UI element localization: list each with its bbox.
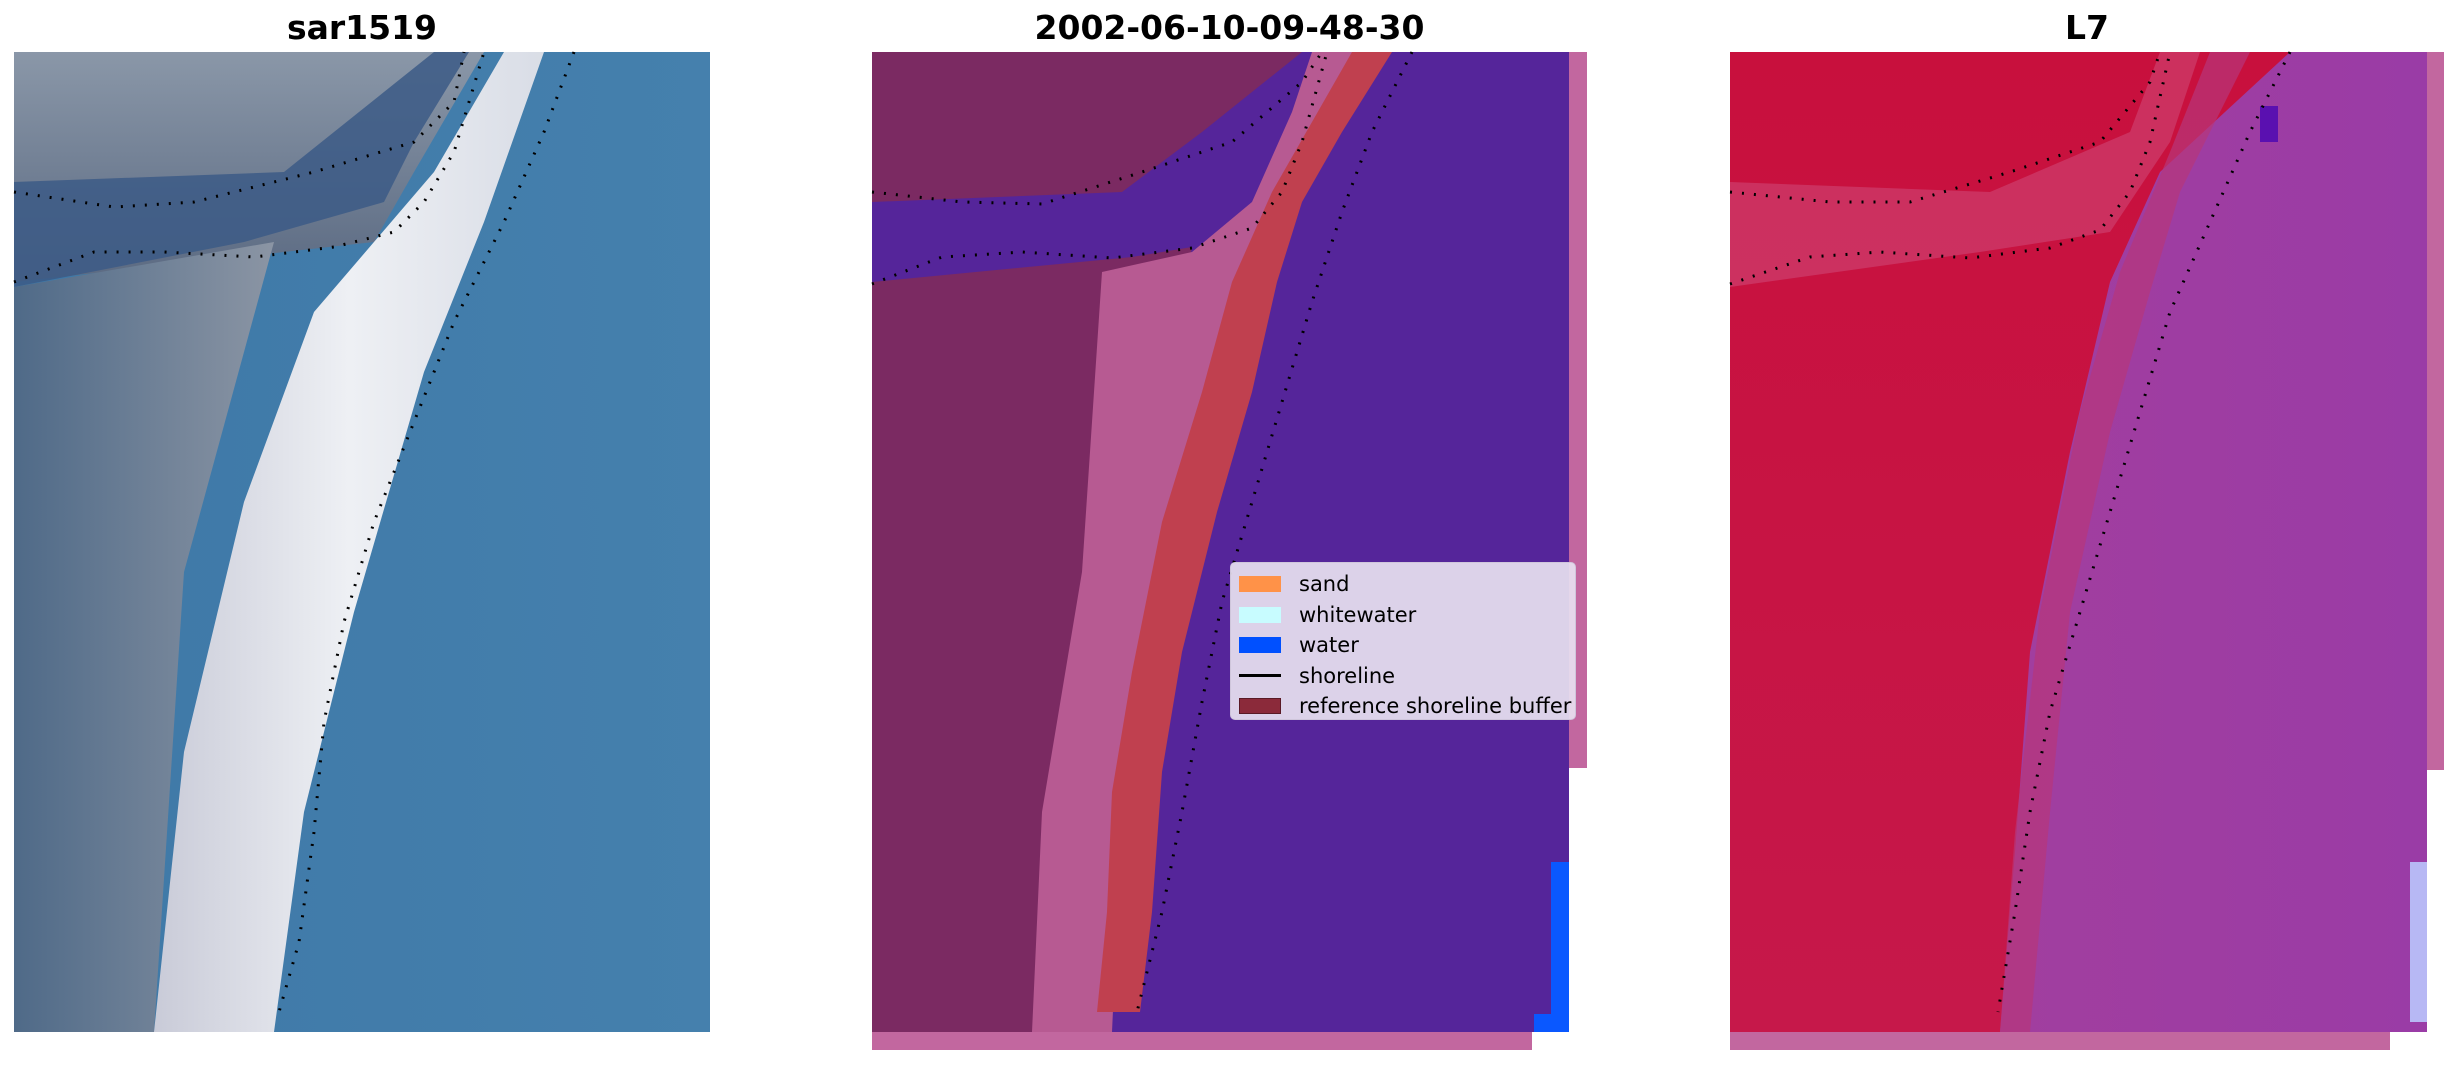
- rgb-image: [13, 51, 710, 1032]
- legend-item-sand: sand: [1239, 569, 1567, 600]
- channel-index-band: [1730, 52, 2200, 287]
- legend-label: water: [1299, 633, 1359, 658]
- legend-label: reference shoreline buffer: [1299, 694, 1572, 719]
- beach-strip: [154, 52, 544, 1032]
- left-panel-title: sar1519: [286, 8, 438, 47]
- classification-image: [871, 51, 1587, 1050]
- l7-index-panel: [1729, 51, 2444, 1050]
- legend-item-reference-buffer: reference shoreline buffer: [1239, 691, 1571, 722]
- legend-item-shoreline: shoreline: [1239, 661, 1567, 692]
- water-pixels-edge: [1551, 862, 1569, 1032]
- rgb-image-panel: [13, 51, 710, 1032]
- nodata-strip-bottom: [872, 1032, 1532, 1050]
- reference-shoreline-buffer: [1097, 52, 1392, 1012]
- reference-buffer-swatch: [1239, 698, 1281, 715]
- shoreline-trace-channel-upper: [1729, 51, 2162, 204]
- light-index-pixels: [2410, 862, 2427, 1022]
- shoreline-trace-channel-lower: [13, 51, 486, 284]
- legend-label: shoreline: [1299, 663, 1396, 688]
- legend-label: sand: [1299, 572, 1350, 597]
- land-class-upper: [872, 52, 1302, 202]
- whitewater-swatch: [1239, 606, 1281, 623]
- dark-index-pixel: [2260, 106, 2278, 142]
- land-index-area: [1730, 52, 2290, 1032]
- water-swatch: [1239, 637, 1281, 654]
- classification-panel: [871, 51, 1587, 1050]
- legend-label: whitewater: [1299, 602, 1417, 627]
- shoreline-trace-main: [277, 51, 576, 1013]
- water-pixels-edge-2: [1534, 1014, 1552, 1032]
- land-left: [14, 242, 274, 1032]
- nodata-strip-right: [2427, 52, 2444, 770]
- transition-index-band: [2000, 52, 2250, 1032]
- right-panel-title: L7: [2065, 8, 2109, 47]
- sand-swatch: [1239, 576, 1281, 593]
- shoreline-trace-channel-lower: [1729, 51, 2172, 286]
- nodata-strip-bottom: [1730, 1032, 2390, 1050]
- estuary-channel: [14, 52, 469, 287]
- l7-index-image: [1729, 51, 2444, 1050]
- legend: sand whitewater water shoreline referenc…: [1230, 562, 1576, 720]
- legend-item-water: water: [1239, 630, 1567, 661]
- legend-item-whitewater: whitewater: [1239, 600, 1567, 631]
- shoreline-line-swatch: [1239, 674, 1281, 678]
- middle-panel-title: 2002-06-10-09-48-30: [1034, 8, 1425, 47]
